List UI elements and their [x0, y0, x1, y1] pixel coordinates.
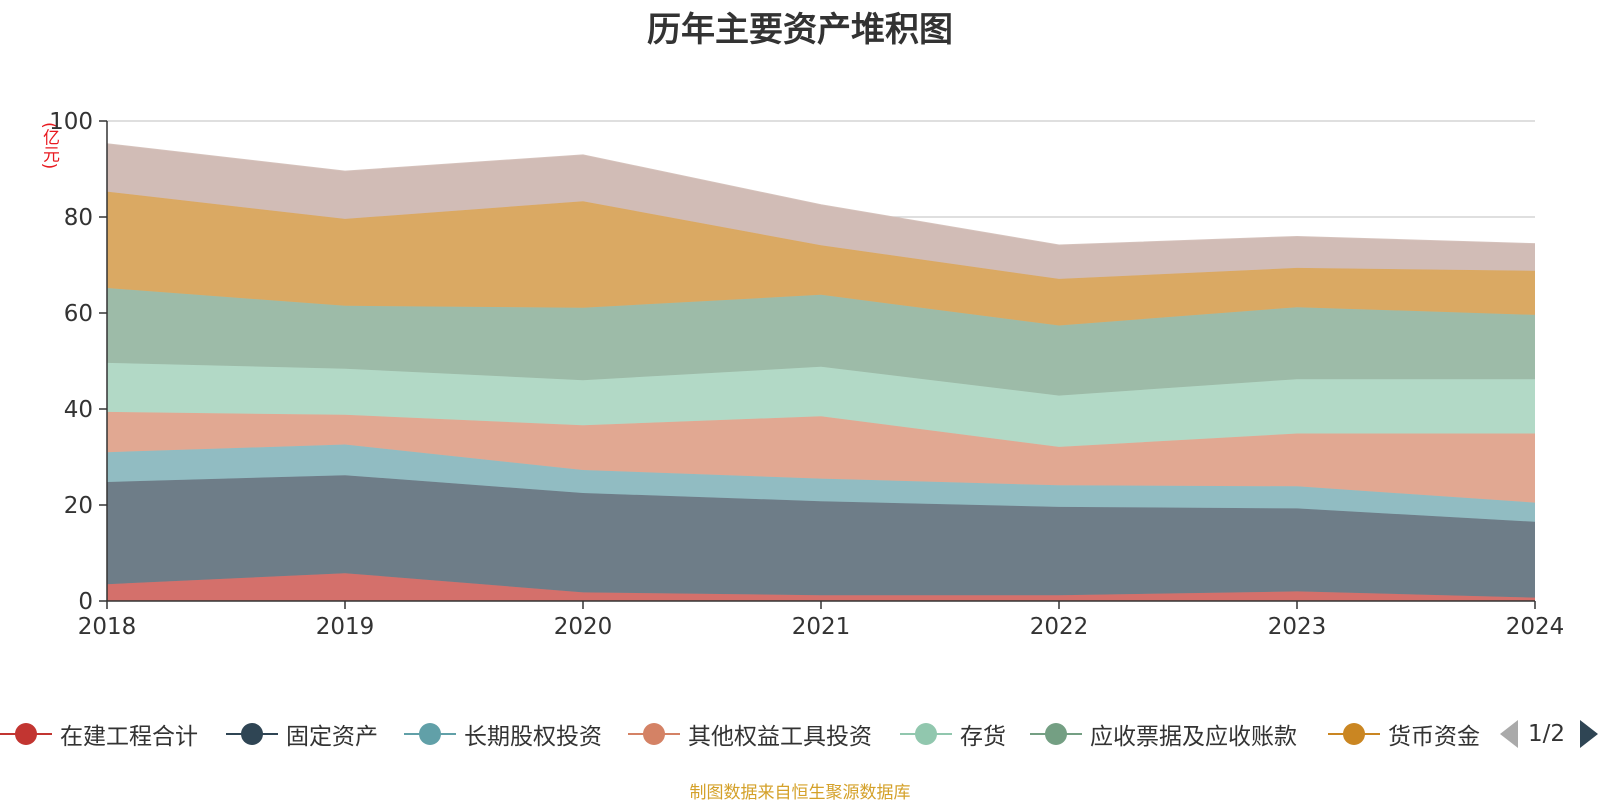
area-series-7[interactable] — [107, 144, 1535, 279]
legend-marker-icon — [0, 723, 52, 745]
area-series-5[interactable] — [107, 288, 1535, 396]
area-series-2[interactable] — [107, 444, 1535, 522]
area-series-3[interactable] — [107, 411, 1535, 503]
stacked-areas — [106, 143, 1536, 601]
y-tick-label: 100 — [49, 109, 93, 135]
legend-marker-icon — [226, 723, 278, 745]
x-tick-label: 2023 — [1268, 614, 1327, 640]
legend-marker-icon — [1328, 723, 1380, 745]
y-tick-label: 20 — [64, 493, 93, 519]
x-tick-label: 2024 — [1506, 614, 1565, 640]
legend-label: 存货 — [960, 724, 1006, 750]
y-tick-label: 80 — [64, 205, 93, 231]
legend-item[interactable]: 长期股权投资 — [404, 712, 602, 756]
legend-marker-icon — [404, 723, 456, 745]
x-tick-label: 2020 — [554, 614, 613, 640]
area-series-line-7 — [106, 143, 1536, 247]
legend-item[interactable]: 货币资金 — [1328, 712, 1480, 756]
y-tick-label: 40 — [64, 397, 93, 423]
area-series-6[interactable] — [107, 191, 1535, 326]
legend-label: 应收票据及应收账款 — [1090, 724, 1297, 750]
axes: 0 20 40 60 80 100 2018 2019 2020 2021 2022 2023 2024 — [49, 109, 1564, 640]
legend-item[interactable]: 固定资产 — [226, 712, 378, 756]
legend-next-page-arrow-icon[interactable] — [1578, 716, 1600, 752]
legend-item[interactable]: 其他权益工具投资 — [628, 712, 872, 756]
x-tick-label: 2019 — [316, 614, 375, 640]
chart-title: 历年主要资产堆积图 — [647, 10, 953, 50]
legend-item[interactable]: 应收票据及应收账款 — [1030, 712, 1297, 756]
legend: 在建工程合计 固定资产 长期股权投资 其他权益工具投资 存货 应收票据及应收账款 货币资金 — [0, 712, 1600, 756]
legend-label: 货币资金 — [1388, 724, 1480, 750]
legend-label: 在建工程合计 — [60, 724, 198, 750]
y-tick-label: 0 — [78, 589, 93, 615]
legend-label: 固定资产 — [286, 724, 378, 750]
legend-marker-icon — [900, 723, 952, 745]
legend-marker-icon — [628, 723, 680, 745]
x-tick-label: 2018 — [78, 614, 137, 640]
x-tick-label: 2021 — [792, 614, 851, 640]
x-tick-label: 2022 — [1030, 614, 1089, 640]
legend-label: 长期股权投资 — [464, 724, 602, 750]
legend-page-indicator: 1/2 — [1528, 721, 1566, 747]
legend-prev-page-arrow-icon[interactable] — [1498, 716, 1520, 752]
legend-label: 其他权益工具投资 — [688, 724, 872, 750]
area-series-4[interactable] — [107, 362, 1535, 447]
area-series-1[interactable] — [107, 475, 1535, 598]
legend-marker-icon — [1030, 723, 1082, 745]
y-axis-unit-label: (亿元) — [39, 122, 59, 170]
legend-item[interactable]: 在建工程合计 — [0, 712, 198, 756]
legend-item[interactable]: 存货 — [900, 712, 1006, 756]
y-tick-label: 60 — [64, 301, 93, 327]
data-source-footer: 制图数据来自恒生聚源数据库 — [689, 783, 911, 803]
